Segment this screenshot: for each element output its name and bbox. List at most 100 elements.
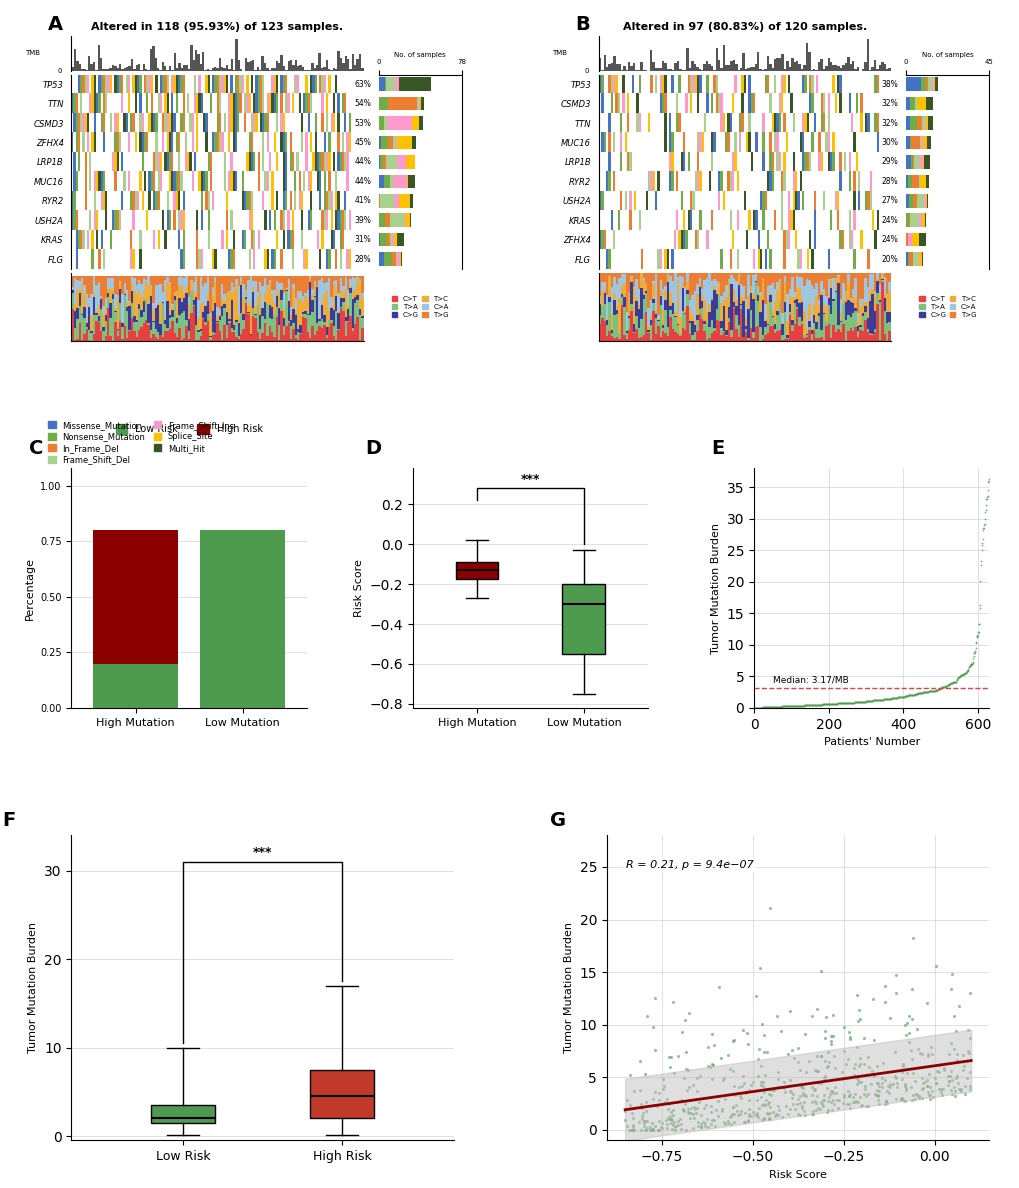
Bar <box>735 282 737 299</box>
Point <box>918 682 934 701</box>
Bar <box>150 329 152 337</box>
Bar <box>832 273 835 278</box>
Bar <box>866 39 868 70</box>
Bar <box>275 308 278 317</box>
Point <box>814 695 830 714</box>
Point <box>821 695 838 714</box>
Bar <box>672 303 674 314</box>
Point <box>826 694 843 713</box>
Point <box>755 1042 771 1061</box>
Bar <box>237 286 239 316</box>
Point <box>913 1068 929 1087</box>
Point <box>913 683 929 702</box>
Bar <box>193 59 195 70</box>
Point <box>760 1110 776 1129</box>
Bar <box>846 283 849 299</box>
Point <box>850 1056 866 1075</box>
Point <box>869 690 886 709</box>
Bar <box>873 329 875 333</box>
Bar <box>309 278 311 282</box>
Bar <box>754 64 756 70</box>
Point <box>868 1086 884 1105</box>
Bar <box>637 339 640 341</box>
Bar <box>105 315 107 321</box>
Bar <box>803 311 805 335</box>
Bar <box>763 321 766 328</box>
Point <box>707 1100 723 1119</box>
Point <box>894 1055 910 1074</box>
Bar <box>268 276 271 280</box>
Bar <box>663 273 666 286</box>
Bar <box>225 65 228 70</box>
Bar <box>908 214 909 227</box>
Bar <box>719 335 722 341</box>
Point <box>875 1070 892 1089</box>
Point <box>803 695 819 714</box>
Point <box>849 1070 865 1089</box>
Point <box>847 1085 863 1104</box>
Bar <box>768 285 770 293</box>
Point <box>940 1044 956 1063</box>
Bar <box>705 278 707 311</box>
Bar <box>98 304 100 316</box>
Bar <box>725 273 728 285</box>
Bar <box>822 273 824 289</box>
Bar <box>888 68 890 70</box>
Point <box>746 699 762 718</box>
Point <box>869 1091 886 1110</box>
Point <box>774 697 791 716</box>
Bar <box>856 337 858 341</box>
Bar <box>603 292 605 304</box>
Bar <box>164 323 166 331</box>
Bar <box>289 314 292 321</box>
Point <box>748 1102 764 1121</box>
Point <box>696 1113 712 1132</box>
Point <box>922 682 938 701</box>
Bar <box>245 58 247 70</box>
Point <box>844 693 860 712</box>
Point <box>820 695 837 714</box>
Bar <box>837 329 839 341</box>
Point <box>824 694 841 713</box>
Point <box>802 696 818 715</box>
Bar <box>214 283 216 303</box>
Bar <box>211 287 214 297</box>
Bar <box>325 327 327 335</box>
Point <box>889 688 905 707</box>
Bar <box>148 284 150 304</box>
Point <box>867 690 883 709</box>
Point <box>964 652 980 671</box>
Point <box>927 681 944 700</box>
Point <box>924 682 941 701</box>
Bar <box>95 312 98 315</box>
Bar <box>193 283 195 292</box>
Point <box>693 1105 709 1124</box>
Point <box>826 694 843 713</box>
Bar <box>235 321 237 322</box>
Point <box>726 1112 742 1131</box>
Point <box>770 697 787 716</box>
Point <box>829 694 846 713</box>
Point <box>878 689 895 708</box>
Point <box>904 1063 920 1082</box>
Point <box>813 695 829 714</box>
Bar <box>235 322 237 336</box>
Point <box>765 697 782 716</box>
Bar <box>346 322 348 341</box>
Point <box>804 1006 820 1025</box>
Point <box>874 690 891 709</box>
Point <box>836 694 852 713</box>
Bar <box>287 321 289 323</box>
Bar <box>221 276 223 284</box>
Bar <box>204 284 207 305</box>
Bar <box>842 304 844 324</box>
Bar <box>273 303 275 315</box>
Point <box>892 1089 908 1108</box>
Bar <box>211 297 214 311</box>
Point <box>803 1086 819 1105</box>
Bar <box>178 315 180 328</box>
Point <box>822 695 839 714</box>
Bar <box>161 337 164 341</box>
Bar <box>693 291 695 320</box>
Point <box>896 687 912 706</box>
